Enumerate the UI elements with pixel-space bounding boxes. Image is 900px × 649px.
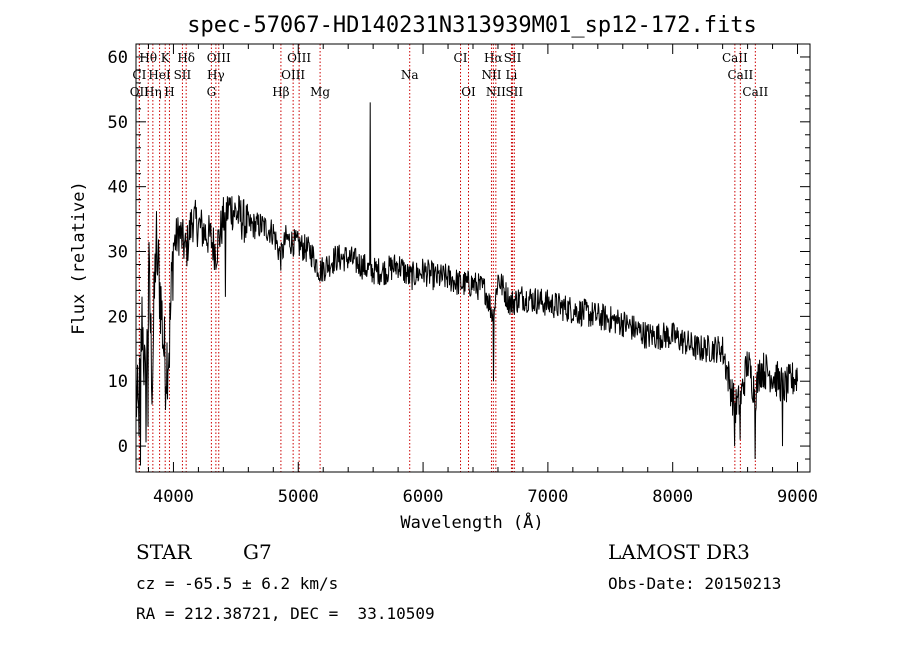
x-tick-label: 7000 xyxy=(527,487,568,507)
observation-date: Obs-Date: 20150213 xyxy=(608,574,782,593)
survey-name: LAMOST DR3 xyxy=(608,540,750,564)
spectral-line-label-15: NII xyxy=(481,68,501,82)
spectral-line-label-22: Hβ xyxy=(272,85,289,99)
spectral-line-label-24: OI xyxy=(461,85,476,99)
spectral-line-label-2: Hδ xyxy=(177,51,195,65)
spectrum-layer xyxy=(135,102,798,466)
spectral-line-label-8: CaII xyxy=(722,51,748,65)
spectral-line-label-17: CaII xyxy=(727,68,753,82)
spectral-line-label-6: Hα xyxy=(484,51,503,65)
y-tick-label: 30 xyxy=(108,243,128,263)
spectral-line-label-12: Hγ xyxy=(207,68,225,82)
y-tick-label: 0 xyxy=(118,437,128,457)
axis-ticks: 4000 5000 6000 7000 8000 9000 0 10 20 30 40 50 60 xyxy=(108,43,818,507)
x-axis-label: Wavelength (Å) xyxy=(400,511,543,533)
spectral-line-label-13: OIII xyxy=(281,68,305,82)
spectral-line-label-20: H xyxy=(164,85,174,99)
spectral-line-label-16: Li xyxy=(506,68,518,82)
redshift-velocity: cz = -65.5 ± 6.2 km/s xyxy=(136,574,339,593)
chart-title: spec-57067-HD140231N313939M01_sp12-172.f… xyxy=(187,13,757,38)
x-tick-label: 6000 xyxy=(403,487,444,507)
y-tick-label: 20 xyxy=(108,307,128,327)
spectral-line-label-14: Na xyxy=(401,68,419,82)
spectral-line-label-0: Hθ xyxy=(139,51,157,65)
x-tick-label: 5000 xyxy=(278,487,319,507)
coordinates: RA = 212.38721, DEC = 33.10509 xyxy=(136,604,435,623)
spectral-line-label-21: G xyxy=(207,85,217,99)
spectral-line-label-25: NII xyxy=(486,85,506,99)
plot-frame xyxy=(135,43,811,473)
spectral-line-label-23: Mg xyxy=(310,85,330,99)
spectrum-trace xyxy=(135,102,798,466)
spectral-line-label-3: OIII xyxy=(207,51,231,65)
spectral-line-label-11: SII xyxy=(174,68,192,82)
spectral-line-label-7: SII xyxy=(504,51,522,65)
spectral-line-label-4: OIII xyxy=(287,51,311,65)
spectral-line-label-26: SII xyxy=(505,85,523,99)
object-subclass: G7 xyxy=(243,540,272,564)
spectral-line-label-19: Hη xyxy=(144,85,162,99)
spectral-line-label-27: CaII xyxy=(742,85,768,99)
x-tick-label: 8000 xyxy=(652,487,693,507)
y-tick-label: 60 xyxy=(108,48,128,68)
object-class: STAR xyxy=(136,540,192,564)
y-tick-label: 50 xyxy=(108,113,128,133)
y-tick-label: 10 xyxy=(108,372,128,392)
x-tick-label: 4000 xyxy=(153,487,194,507)
spectral-line-label-10: HeI xyxy=(148,68,171,82)
x-tick-label: 9000 xyxy=(777,487,818,507)
y-axis-label: Flux (relative) xyxy=(69,181,89,335)
spectral-line-label-5: CI xyxy=(454,51,468,65)
y-tick-label: 40 xyxy=(108,178,128,198)
spectral-line-label-1: K xyxy=(161,51,171,65)
spectral-line-label-18: OII xyxy=(130,85,150,99)
